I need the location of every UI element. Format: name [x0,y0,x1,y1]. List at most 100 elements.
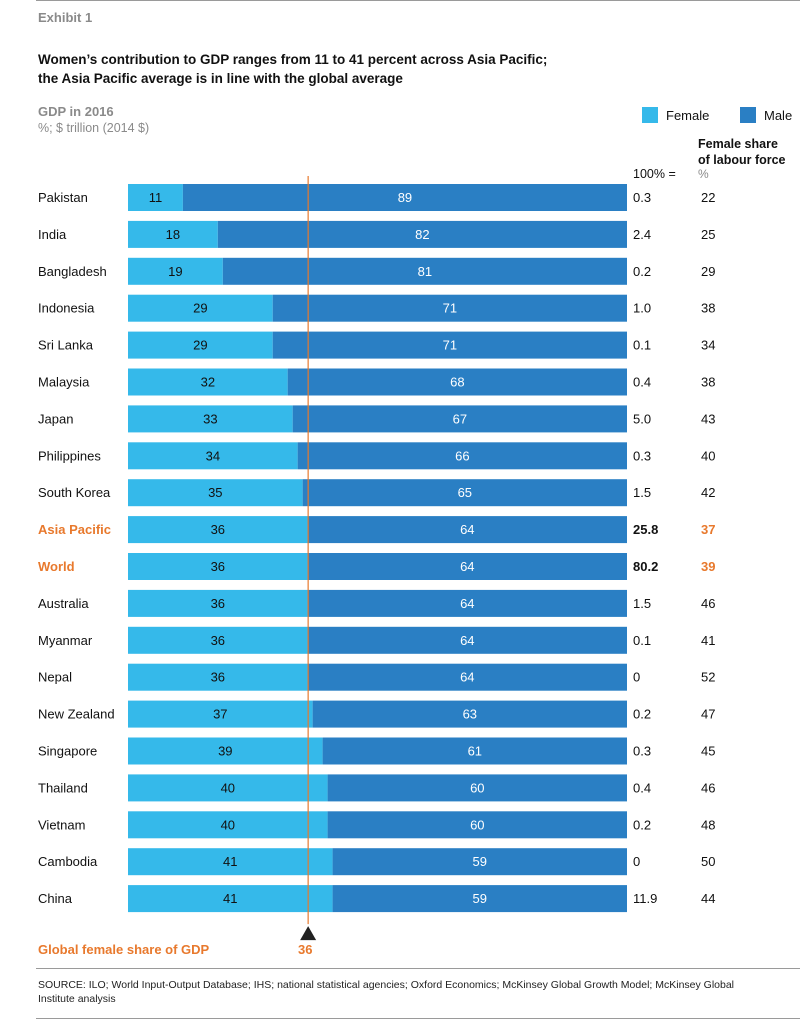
gdp-total-value: 0.3 [633,190,651,205]
bar-female [128,220,218,248]
category-label: Pakistan [38,190,88,205]
labour-share-value: 45 [701,744,715,759]
labour-share-value: 38 [701,375,715,390]
bar-female-label: 36 [211,670,225,685]
gdp-total-value: 0.1 [633,633,651,648]
bar-female-label: 34 [206,448,220,463]
category-label: Philippines [38,448,101,463]
bar-female [128,294,273,322]
bar-male-label: 66 [455,448,469,463]
bar-female [128,700,313,728]
bar-female-label: 18 [166,227,180,242]
legend-female-swatch [642,107,658,123]
bar-female [128,589,308,617]
stacked-bar-chart: Pakistan 11 89 0.3 22 India 18 82 2.4 25 Banglades… [38,176,715,941]
bar-male-label: 64 [460,670,474,685]
bar-male [222,257,627,285]
labour-share-value: 44 [701,891,715,906]
legend-female: Female [642,107,709,123]
category-label: Singapore [38,744,97,759]
gdp-total-value: 0.2 [633,817,651,832]
gdp-total-value: 80.2 [633,559,658,574]
category-label: India [38,227,67,242]
bar-female-label: 41 [223,854,237,869]
bar-female [128,553,308,580]
category-label: Nepal [38,670,72,685]
gdp-total-value: 0.2 [633,707,651,722]
bar-female [128,405,293,433]
labour-share-value: 34 [701,338,715,353]
labour-share-value: 40 [701,448,715,463]
bar-male-label: 60 [470,780,484,795]
labour-share-value: 37 [701,522,715,537]
bar-male-label: 89 [398,190,412,205]
bar-male-label: 59 [473,891,487,906]
category-label: Vietnam [38,817,85,832]
labour-share-value: 38 [701,301,715,316]
bar-female-label: 40 [221,817,235,832]
gdp-total-value: 11.9 [633,891,657,906]
gdp-total-value: 2.4 [633,227,651,242]
labour-share-value: 39 [701,559,715,574]
labour-share-value: 47 [701,707,715,722]
bar-female [128,516,308,544]
chart-title-line-2: the Asia Pacific average is in line with… [38,71,403,86]
bar-female-label: 41 [223,891,237,906]
bar-male [272,331,627,359]
bar-female-label: 37 [213,707,227,722]
category-label: Cambodia [38,854,98,869]
gdp-total-value: 0.2 [633,264,651,279]
bar-female [128,774,328,802]
labour-share-value: 52 [701,670,715,685]
labour-share-value: 46 [701,596,715,611]
bar-male-label: 64 [460,522,474,537]
bar-male [217,220,627,248]
bar-male-label: 61 [468,744,482,759]
gdp-total-header: 100% = [633,167,676,181]
labour-share-value: 41 [701,633,715,648]
category-label: Asia Pacific [38,522,111,537]
category-label: Indonesia [38,301,95,316]
bar-female [128,663,308,691]
gdp-total-value: 0 [633,854,640,869]
bar-female-label: 39 [218,744,232,759]
bar-male [322,737,627,765]
gdp-total-value: 0.1 [633,338,651,353]
labour-share-unit: % [698,167,709,181]
legend-male: Male [740,107,792,123]
gdp-total-value: 5.0 [633,411,651,426]
labour-share-header: Female share of labour force [698,136,786,168]
category-label: Australia [38,596,89,611]
bar-male [332,848,627,876]
bar-male [332,885,627,913]
labour-share-header-line-1: Female share [698,137,778,151]
labour-share-value: 42 [701,485,715,500]
reference-line-value: 36 [298,942,313,957]
gdp-total-value: 0.4 [633,780,651,795]
bar-male [307,663,627,691]
gdp-total-value: 1.0 [633,301,651,316]
reference-marker-triangle [300,926,317,941]
bar-male-label: 81 [418,264,432,279]
labour-share-value: 43 [701,411,715,426]
bar-female-label: 36 [211,559,225,574]
gdp-total-value: 0.3 [633,448,651,463]
bar-male [307,516,627,544]
bar-female-label: 33 [203,411,217,426]
category-label: Malaysia [38,375,90,390]
bar-male [272,294,627,322]
chart-subtitle: GDP in 2016 [38,104,114,119]
bar-male [287,368,627,396]
category-label: Myanmar [38,633,93,648]
bar-female-label: 36 [211,633,225,648]
bar-male [182,184,627,211]
bottom-rule [36,1018,800,1019]
bar-male-label: 71 [443,301,457,316]
chart-units: %; $ trillion (2014 $) [38,121,150,135]
bar-female [128,479,303,507]
bar-male-label: 64 [460,559,474,574]
bar-male-label: 63 [463,707,477,722]
labour-share-value: 22 [701,190,715,205]
bar-male-label: 65 [458,485,472,500]
bar-male [307,626,627,654]
